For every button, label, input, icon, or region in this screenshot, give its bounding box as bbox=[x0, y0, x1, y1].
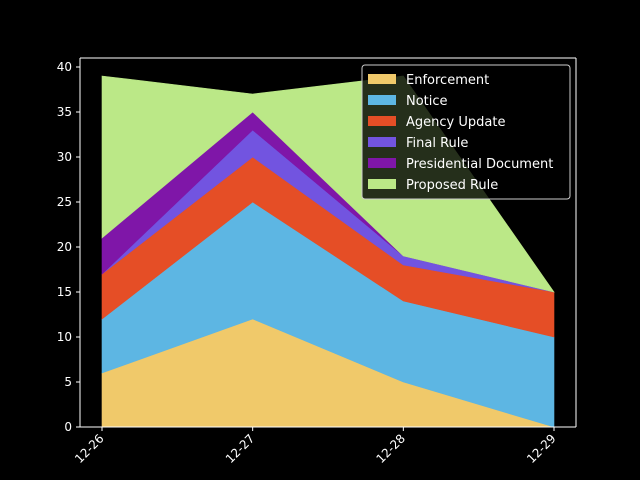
legend-swatch bbox=[368, 116, 396, 126]
legend-label: Enforcement bbox=[406, 73, 489, 88]
legend-swatch bbox=[368, 179, 396, 189]
y-tick-label: 30 bbox=[57, 150, 72, 164]
legend: Enforcement Notice Agency Update Final Rule… bbox=[361, 64, 571, 200]
y-tick-label: 40 bbox=[57, 60, 72, 74]
y-tick-label: 0 bbox=[64, 420, 72, 434]
legend-swatch bbox=[368, 74, 396, 84]
y-tick-label: 5 bbox=[64, 375, 72, 389]
y-tick-label: 15 bbox=[57, 285, 72, 299]
legend-swatch bbox=[368, 95, 396, 105]
axes bbox=[79, 57, 577, 428]
legend-label: Proposed Rule bbox=[406, 178, 498, 193]
legend-label: Notice bbox=[406, 94, 448, 109]
legend-swatch bbox=[368, 158, 396, 168]
legend-label: Final Rule bbox=[406, 136, 468, 151]
y-axis-ticks: 0 5 10 15 20 25 30 35 40 bbox=[57, 60, 80, 434]
legend-label: Agency Update bbox=[406, 115, 505, 130]
area-proposed-rule bbox=[101, 75, 555, 293]
y-tick-label: 25 bbox=[57, 195, 72, 209]
y-tick-label: 10 bbox=[57, 330, 72, 344]
y-tick-label: 20 bbox=[57, 240, 72, 254]
legend-label: Presidential Document bbox=[406, 157, 553, 172]
legend-box bbox=[361, 64, 571, 200]
y-tick-label: 35 bbox=[57, 105, 72, 119]
legend-swatch bbox=[368, 137, 396, 147]
series-areas bbox=[101, 75, 555, 428]
